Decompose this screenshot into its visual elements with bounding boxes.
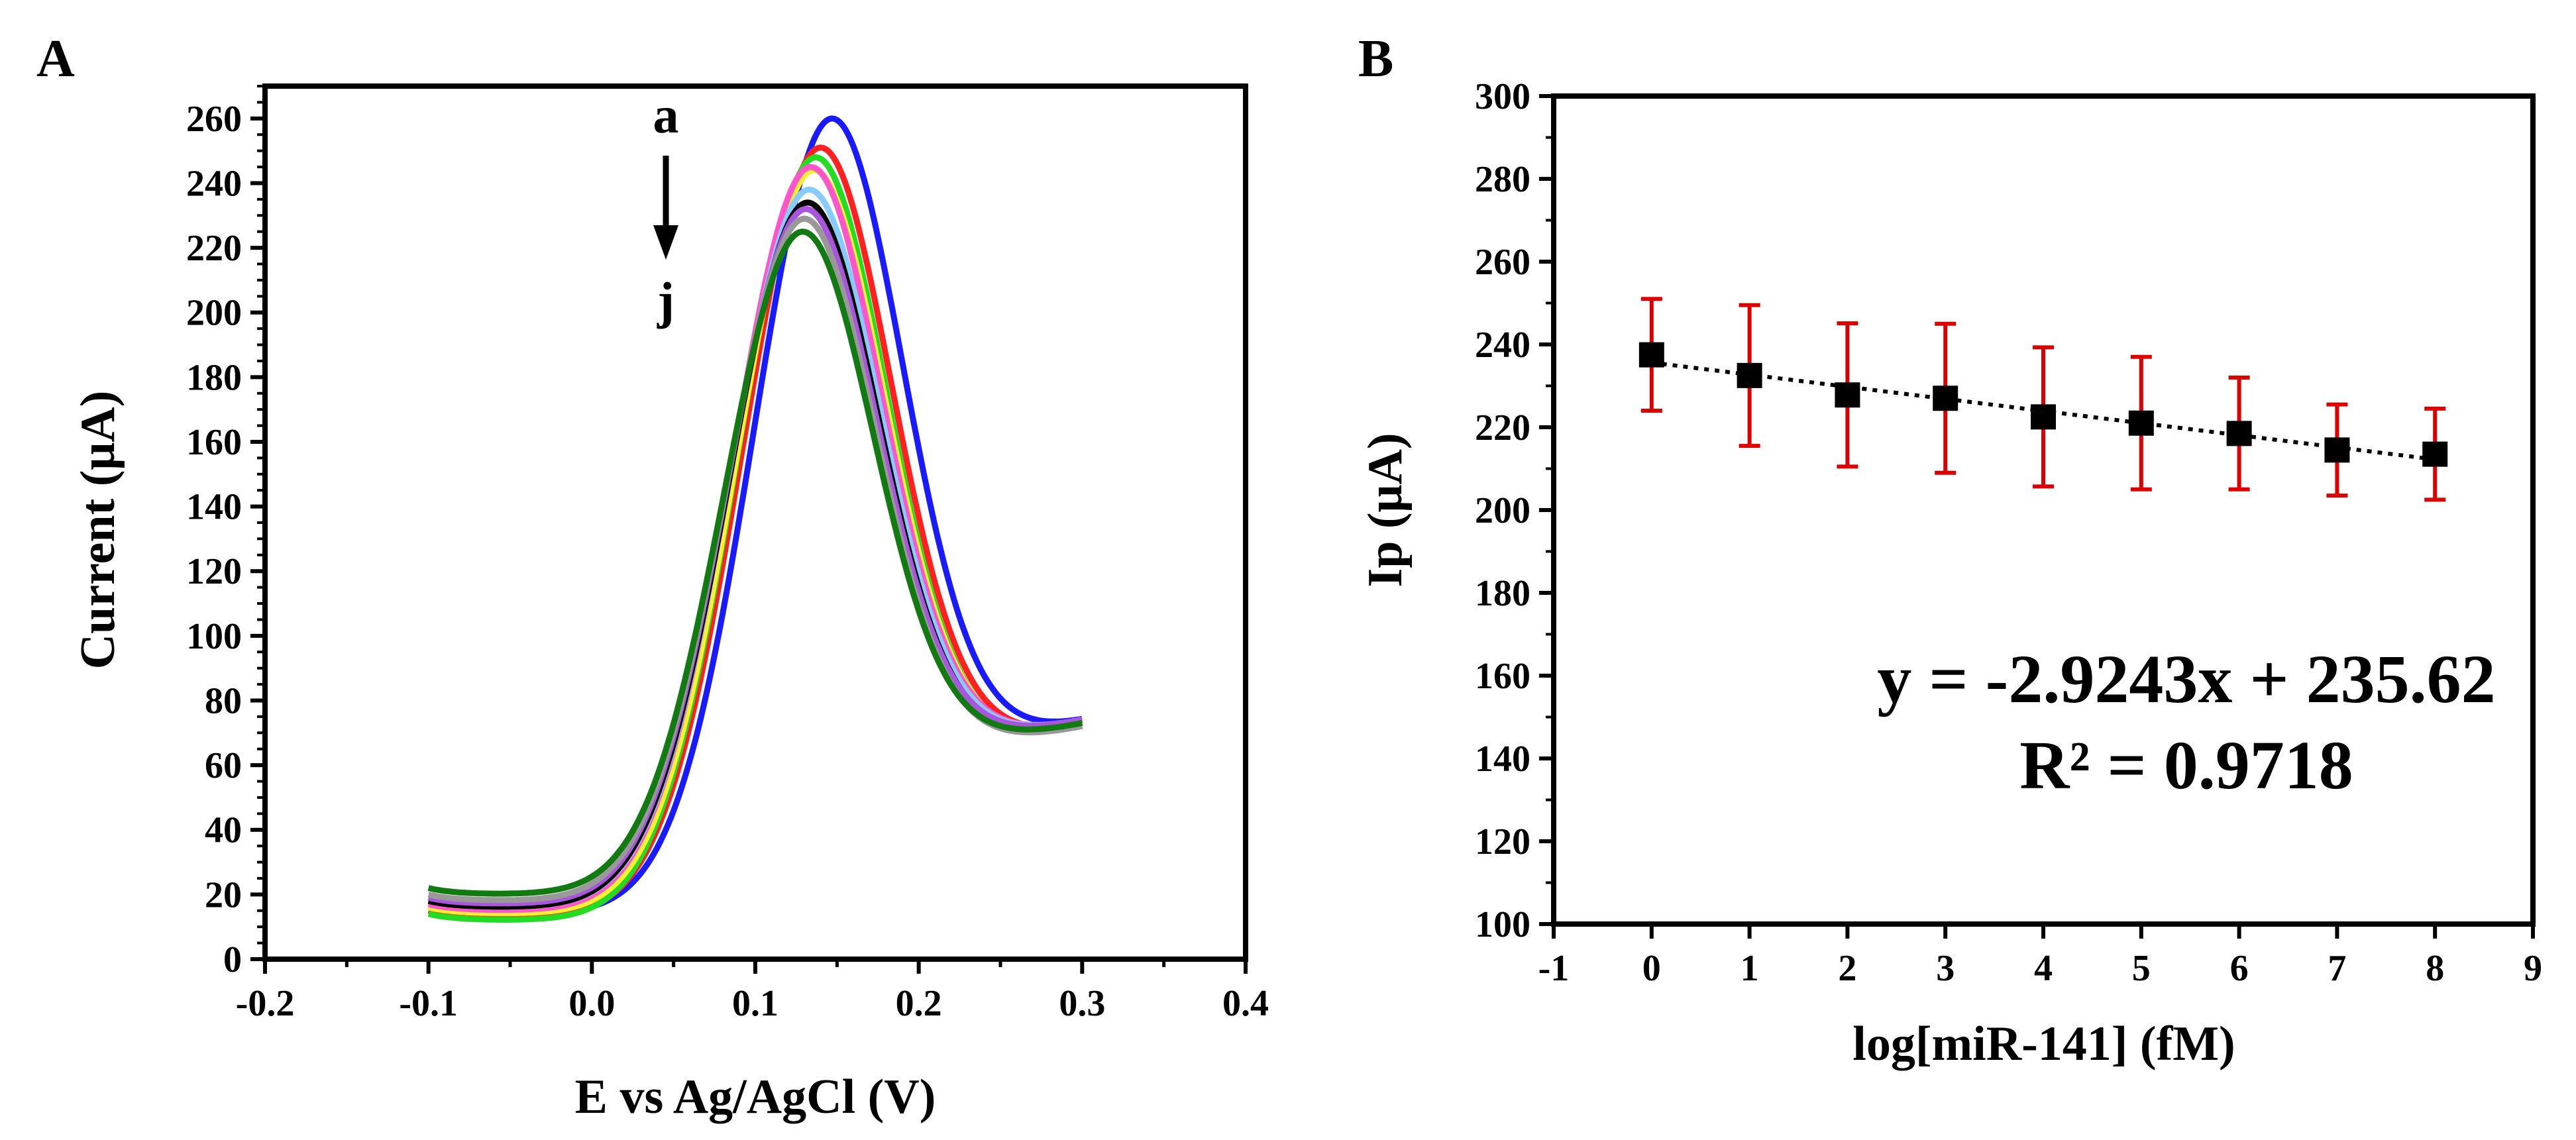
panel-b-point — [2324, 437, 2350, 463]
panel-b-x-tick-label: 8 — [2426, 948, 2444, 989]
panel-b-y-axis-title: Ip (μA) — [1358, 433, 1413, 587]
panel-b-y-tick-label: 240 — [1475, 325, 1530, 366]
panel-a-y-tick-label: 160 — [186, 422, 242, 463]
panel-a-curve-f — [427, 186, 1083, 910]
panel-b-point — [2226, 421, 2252, 446]
panel-b-y-tick-label: 100 — [1475, 904, 1530, 945]
panel-a-x-tick-label: -0.2 — [236, 983, 295, 1024]
panel-b-label: B — [1358, 30, 1393, 88]
panel-a-y-tick-label: 80 — [205, 680, 242, 721]
panel-a-x-tick-label: 0.4 — [1222, 983, 1269, 1024]
panel-a-x-tick-label: -0.1 — [399, 983, 458, 1024]
panel-a-y-tick-label: 60 — [205, 745, 242, 786]
panel-a-y-axis-title: Current (μA) — [71, 391, 125, 670]
panel-a-curve-d — [427, 167, 1083, 917]
panel-a-x-tick-label: 0.1 — [732, 983, 778, 1024]
panel-b-x-tick-label: 0 — [1642, 948, 1661, 989]
panel-a-y-tick-label: 260 — [186, 99, 242, 140]
panel-b-point — [2031, 404, 2056, 430]
panel-a-annotation-a: a — [653, 86, 679, 144]
panel-b-x-tick-label: 1 — [1741, 948, 1759, 989]
panel-b-r-squared: R² = 0.9718 — [2019, 727, 2353, 803]
panel-b-error-bars — [1640, 297, 2446, 502]
panel-b-x-tick-label: 6 — [2230, 948, 2249, 989]
panel-b-x-tick-label: 7 — [2328, 948, 2346, 989]
panel-b-point — [1638, 342, 1664, 368]
panel-a-y-tick-label: 240 — [186, 163, 242, 204]
panel-a-y-tick-label: 140 — [186, 487, 242, 528]
panel-b-point — [1737, 362, 1762, 388]
panel-a-y-tick-label: 0 — [223, 939, 242, 980]
panel-a-y-tick-label: 220 — [186, 228, 242, 269]
panel-b-y-tick-label: 220 — [1475, 407, 1530, 448]
panel-a-label: A — [36, 30, 75, 88]
panel-b-x-tick-label: 5 — [2132, 948, 2151, 989]
panel-a-x-axis-title: E vs Ag/AgCl (V) — [575, 1070, 936, 1124]
panel-b: B -1 0 1 2 3 4 5 6 7 8 9 100 120 140 160 180 200 220 240 26… — [1358, 30, 2542, 1071]
panel-b-point — [1835, 382, 1860, 408]
panel-a-x-tick-label: 0.2 — [896, 983, 942, 1024]
panel-a-curve-c — [427, 154, 1083, 923]
panel-b-points — [1638, 342, 2448, 467]
panel-a-curve-g — [427, 199, 1083, 910]
panel-b-y-tick-label: 200 — [1475, 490, 1530, 531]
panel-a-y-tick-label: 40 — [205, 810, 242, 851]
panel-b-x-tick-label: -1 — [1538, 948, 1570, 989]
panel-b-ticks: -1 0 1 2 3 4 5 6 7 8 9 100 120 140 160 180 200 220 240 260 2… — [1475, 76, 2542, 989]
panel-a-curves — [427, 115, 1083, 923]
panel-b-point — [2128, 410, 2154, 436]
panel-a-plot-frame — [262, 83, 1248, 962]
panel-a-ticks: -0.2 -0.1 0.0 0.1 0.2 0.3 0.4 0 20 40 60 80 100 120 14… — [186, 85, 1269, 1024]
panel-a-y-tick-label: 200 — [186, 293, 242, 334]
panel-b-y-tick-label: 120 — [1475, 821, 1530, 862]
panel-b-x-tick-label: 4 — [2034, 948, 2053, 989]
panel-b-y-tick-label: 300 — [1475, 76, 1530, 117]
panel-a-curve-h — [427, 206, 1083, 907]
panel-a-y-tick-label: 100 — [186, 616, 242, 657]
panel-a: A -0.2 -0.1 0.0 0.1 0.2 0.3 0.4 0 20 40 60 80 100 120… — [36, 30, 1269, 1124]
panel-b-point — [2422, 441, 2448, 467]
panel-a-curve-e — [427, 164, 1083, 913]
panel-b-x-tick-label: 2 — [1838, 948, 1856, 989]
panel-b-x-axis-title: log[miR-141] (fM) — [1852, 1017, 2235, 1071]
panel-b-y-tick-label: 260 — [1475, 242, 1530, 283]
panel-b-y-tick-label: 140 — [1475, 739, 1530, 780]
panel-b-equation: y = -2.9243x + 235.62 — [1877, 641, 2495, 717]
panel-b-x-tick-label: 3 — [1936, 948, 1955, 989]
panel-a-y-tick-label: 120 — [186, 551, 242, 592]
panel-a-curve-b — [427, 144, 1083, 920]
panel-b-y-tick-label: 280 — [1475, 159, 1530, 200]
panel-b-point — [1933, 386, 1959, 411]
panel-b-y-tick-label: 180 — [1475, 573, 1530, 614]
panel-b-y-tick-label: 160 — [1475, 656, 1530, 697]
panel-a-annotation-j: j — [657, 272, 674, 329]
panel-a-arrow-head — [653, 225, 678, 260]
panel-a-x-tick-label: 0.3 — [1059, 983, 1105, 1024]
panel-a-y-tick-label: 180 — [186, 357, 242, 398]
panel-a-curve-j — [427, 229, 1083, 897]
panel-b-x-tick-label: 9 — [2524, 948, 2542, 989]
panel-a-curve-a — [427, 115, 1083, 917]
panel-a-y-tick-label: 20 — [205, 874, 242, 915]
panel-a-x-tick-label: 0.0 — [568, 983, 615, 1024]
